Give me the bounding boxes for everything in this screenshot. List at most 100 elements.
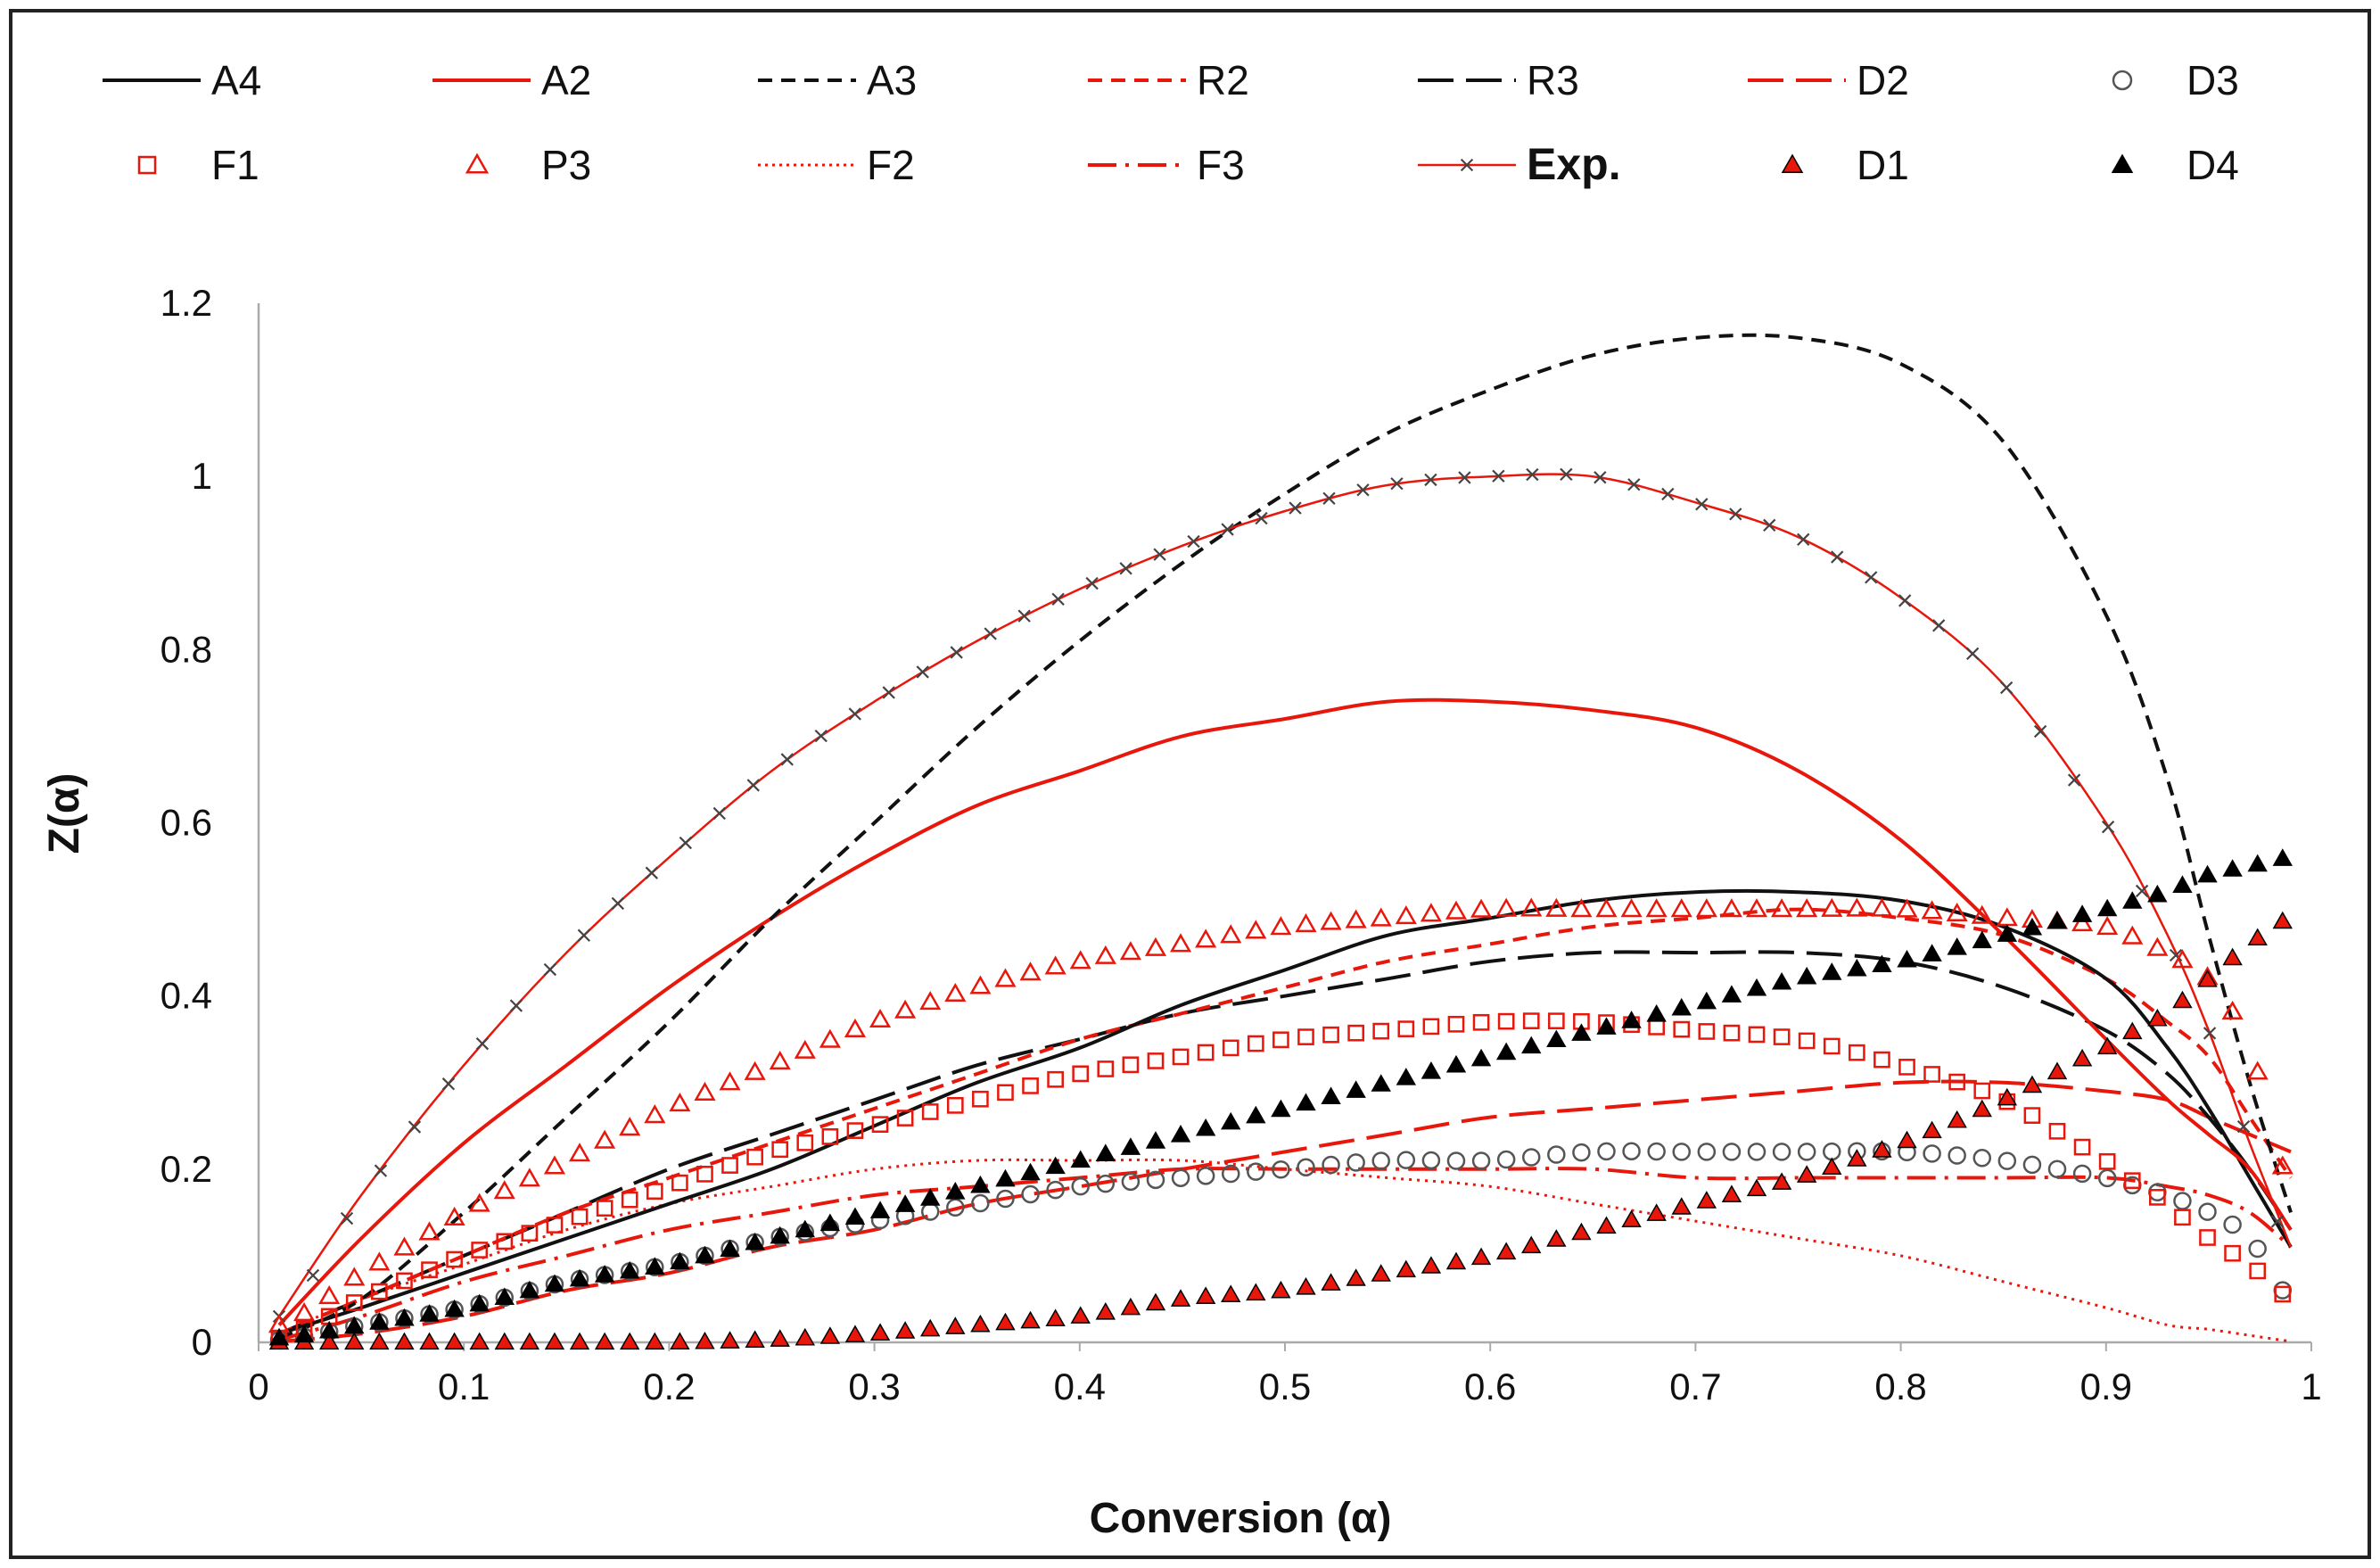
data-point-p3 xyxy=(468,1193,490,1212)
data-point-d4 xyxy=(1145,1131,1166,1149)
data-point-d4 xyxy=(1095,1143,1116,1161)
x-axis-title: Conversion (α) xyxy=(1090,1495,1392,1542)
legend-item-d2: D2 xyxy=(1748,57,1909,103)
data-point-f1 xyxy=(1723,1024,1741,1042)
data-point-d3 xyxy=(1948,1146,1966,1165)
data-point-exp xyxy=(1560,467,1573,482)
data-point-f1 xyxy=(2224,1244,2241,1262)
data-point-d4 xyxy=(1721,985,1742,1003)
legend-item-r3: R3 xyxy=(1418,57,1579,103)
data-point-exp xyxy=(1763,518,1776,532)
data-point-exp xyxy=(1322,491,1336,505)
data-point-d1 xyxy=(1897,1130,1917,1149)
data-point-d3 xyxy=(1697,1143,1717,1161)
data-point-d3 xyxy=(1672,1143,1691,1161)
data-point-exp xyxy=(1898,594,1912,607)
data-point-f1 xyxy=(496,1233,514,1250)
x-tick-label: 0.5 xyxy=(1259,1366,1311,1407)
data-point-d1 xyxy=(894,1321,916,1339)
data-point-d1 xyxy=(1020,1310,1041,1329)
series-f2 xyxy=(278,1158,2292,1343)
data-point-f1 xyxy=(1823,1037,1841,1055)
data-point-d4 xyxy=(318,1320,340,1339)
data-point-p3 xyxy=(1320,911,1342,930)
series-d4 xyxy=(268,848,2293,1346)
data-point-f1 xyxy=(1522,1012,1540,1029)
data-point-p3 xyxy=(1170,933,1192,953)
data-point-f1 xyxy=(1147,1052,1165,1069)
data-point-p3 xyxy=(2221,1000,2244,1020)
y-tick-label: 0.6 xyxy=(161,802,212,844)
data-point-f1 xyxy=(1072,1065,1090,1083)
data-point-d1 xyxy=(2022,1075,2043,1093)
data-point-p3 xyxy=(1270,916,1292,936)
legend-item-f1: F1 xyxy=(137,142,259,188)
data-point-d1 xyxy=(720,1331,740,1349)
data-point-d1 xyxy=(844,1325,866,1342)
data-point-d1 xyxy=(695,1331,715,1349)
data-point-d1 xyxy=(1571,1222,1592,1241)
data-point-d3 xyxy=(1247,1162,1265,1181)
data-point-d1 xyxy=(770,1329,790,1347)
data-point-d1 xyxy=(344,1332,365,1350)
data-point-exp xyxy=(1526,467,1539,482)
data-point-p3 xyxy=(844,1018,867,1037)
data-point-f1 xyxy=(2123,1172,2141,1190)
data-point-d3 xyxy=(1997,1151,2017,1170)
data-point-d3 xyxy=(971,1193,990,1213)
data-point-d3 xyxy=(1572,1143,1591,1162)
data-point-p3 xyxy=(1620,898,1643,918)
data-point-f1 xyxy=(1848,1044,1865,1061)
legend-label: A2 xyxy=(541,57,591,103)
data-point-f1 xyxy=(821,1128,839,1145)
data-point-d3 xyxy=(1322,1155,1340,1175)
data-point-exp xyxy=(1289,501,1302,515)
series-f3 xyxy=(278,1167,2293,1342)
data-point-p3 xyxy=(1670,898,1692,918)
data-point-d1 xyxy=(1470,1247,1492,1266)
data-point-d4 xyxy=(1120,1137,1141,1155)
legend-label: F2 xyxy=(867,142,915,188)
data-point-d4 xyxy=(1621,1011,1642,1028)
data-point-exp xyxy=(746,779,760,792)
data-point-d4 xyxy=(695,1245,715,1264)
data-point-exp xyxy=(2169,948,2183,962)
data-point-d3 xyxy=(1371,1151,1390,1170)
data-point-exp xyxy=(2033,724,2047,739)
data-point-exp xyxy=(1492,469,1505,483)
data-point-f1 xyxy=(1898,1059,1915,1076)
data-point-d4 xyxy=(869,1201,891,1218)
data-point-f1 xyxy=(1547,1012,1565,1030)
data-point-exp xyxy=(1831,550,1844,564)
data-point-p3 xyxy=(869,1008,892,1028)
data-point-d3 xyxy=(1622,1142,1641,1160)
data-point-p3 xyxy=(1420,903,1442,922)
x-tick-label: 0.6 xyxy=(1464,1366,1516,1407)
data-point-d4 xyxy=(2071,904,2093,922)
data-point-d1 xyxy=(1095,1302,1116,1320)
legend-item-exp: Exp. xyxy=(1418,139,1621,189)
data-point-exp xyxy=(2101,820,2115,834)
legend-item-r2: R2 xyxy=(1088,57,1249,103)
data-point-d4 xyxy=(1872,954,1892,973)
series-line-r3 xyxy=(278,950,2293,1336)
data-point-exp xyxy=(1661,487,1675,501)
data-point-d1 xyxy=(1321,1273,1341,1291)
data-point-d4 xyxy=(369,1312,390,1330)
data-point-exp xyxy=(1085,576,1099,590)
data-point-p3 xyxy=(418,1221,441,1241)
data-point-d4 xyxy=(1796,966,1817,985)
data-point-d4 xyxy=(1521,1036,1542,1054)
data-point-d4 xyxy=(1170,1125,1191,1143)
data-point-f1 xyxy=(2048,1122,2066,1140)
data-point-exp xyxy=(1356,483,1370,497)
data-point-d1 xyxy=(494,1332,515,1350)
data-point-d4 xyxy=(819,1213,841,1232)
data-point-exp xyxy=(1594,471,1607,484)
series-exp xyxy=(272,467,2293,1324)
data-point-d4 xyxy=(1421,1060,1442,1079)
data-point-p3 xyxy=(794,1039,816,1059)
data-point-p3 xyxy=(1370,907,1392,927)
data-point-f1 xyxy=(1272,1031,1289,1049)
